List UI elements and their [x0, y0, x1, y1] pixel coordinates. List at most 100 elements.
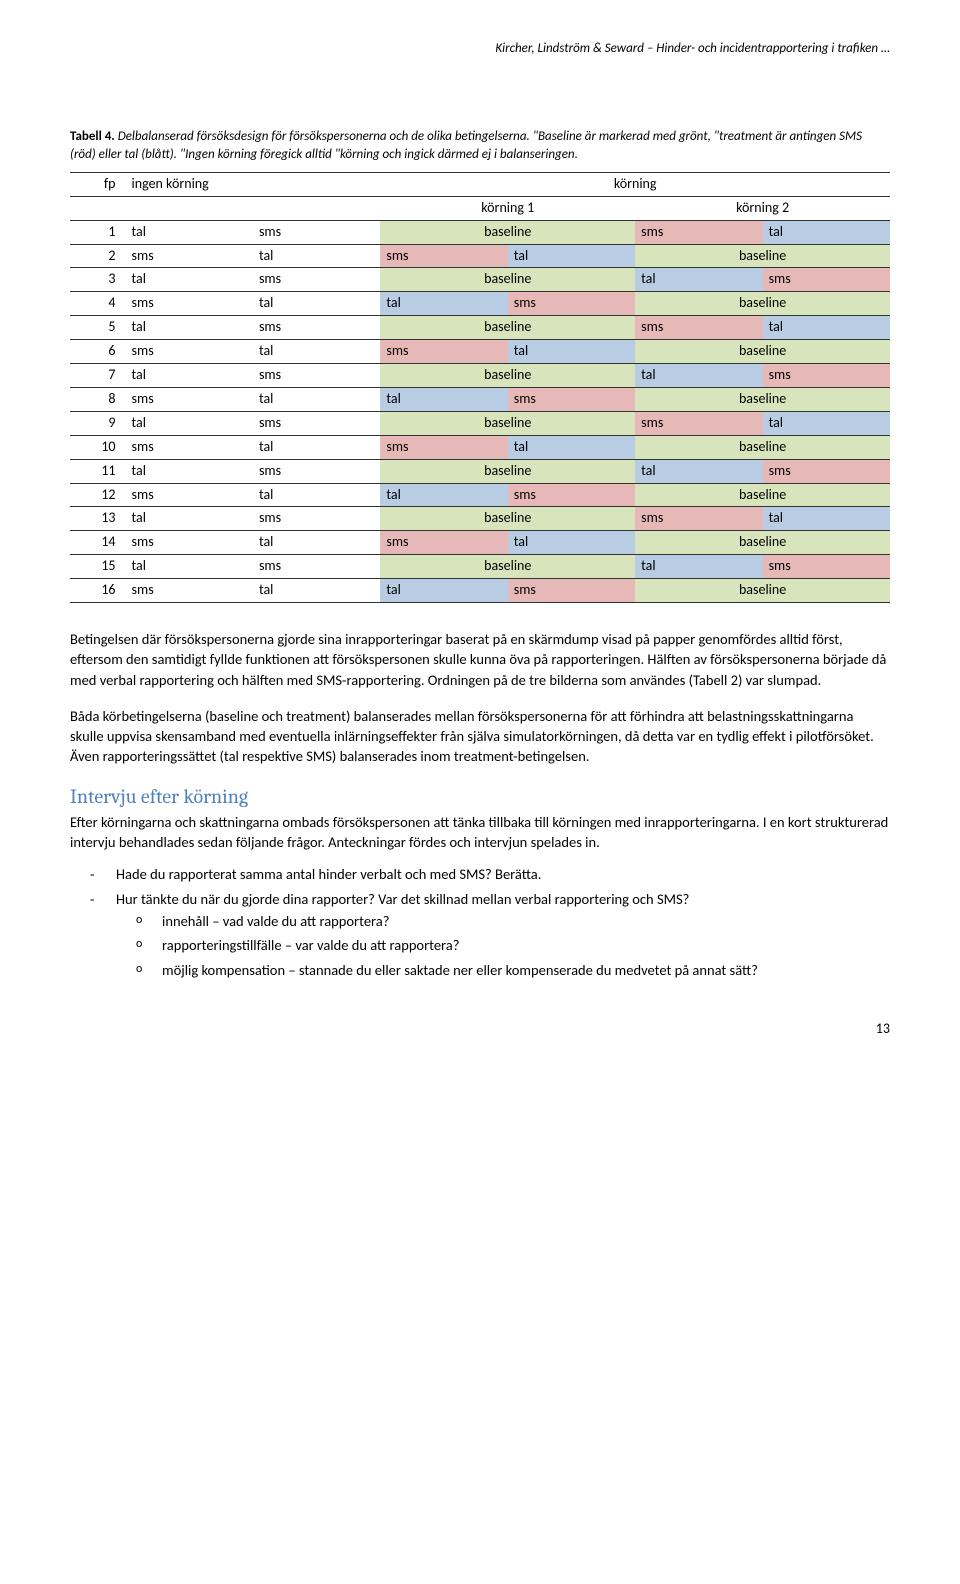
- row-num: 7: [70, 364, 126, 388]
- cell: sms: [126, 435, 253, 459]
- paragraph: Båda körbetingelserna (baseline och trea…: [70, 706, 890, 767]
- cell: tal: [635, 555, 762, 579]
- cell: sms: [126, 483, 253, 507]
- row-num: 2: [70, 244, 126, 268]
- row-num: 5: [70, 316, 126, 340]
- row-num: 4: [70, 292, 126, 316]
- table-row: 3talsmsbaselinetalsms: [70, 268, 890, 292]
- cell: sms: [635, 507, 762, 531]
- cell: sms: [763, 555, 890, 579]
- table-row: 1talsmsbaselinesmstal: [70, 220, 890, 244]
- cell-baseline: baseline: [635, 387, 890, 411]
- cell: sms: [126, 340, 253, 364]
- cell: tal: [635, 364, 762, 388]
- table-row: 12smstaltalsmsbaseline: [70, 483, 890, 507]
- cell: sms: [253, 268, 380, 292]
- cell: sms: [763, 459, 890, 483]
- cell: sms: [508, 579, 635, 603]
- cell: sms: [508, 483, 635, 507]
- cell: tal: [253, 435, 380, 459]
- cell-baseline: baseline: [380, 411, 635, 435]
- col-blank: [126, 196, 253, 220]
- cell-baseline: baseline: [635, 340, 890, 364]
- cell: sms: [253, 555, 380, 579]
- cell-baseline: baseline: [380, 364, 635, 388]
- row-num: 9: [70, 411, 126, 435]
- row-num: 3: [70, 268, 126, 292]
- cell: tal: [253, 483, 380, 507]
- table-row: 15talsmsbaselinetalsms: [70, 555, 890, 579]
- cell: tal: [380, 579, 507, 603]
- cell: sms: [635, 220, 762, 244]
- row-num: 6: [70, 340, 126, 364]
- cell: sms: [635, 411, 762, 435]
- design-table: fp ingen körning körning körning 1 körni…: [70, 172, 890, 603]
- cell-baseline: baseline: [380, 555, 635, 579]
- caption-body: Delbalanserad försöksdesign för försöksp…: [70, 129, 862, 162]
- list-item: möjlig kompensation – stannade du eller …: [162, 960, 890, 980]
- running-header: Kircher, Lindström & Seward – Hinder- oc…: [70, 40, 890, 58]
- cell-baseline: baseline: [635, 435, 890, 459]
- cell: tal: [508, 340, 635, 364]
- row-num: 13: [70, 507, 126, 531]
- cell-baseline: baseline: [635, 531, 890, 555]
- table-row: 4smstaltalsmsbaseline: [70, 292, 890, 316]
- cell: tal: [635, 268, 762, 292]
- cell: sms: [126, 579, 253, 603]
- cell: tal: [380, 387, 507, 411]
- cell: sms: [763, 268, 890, 292]
- cell: tal: [763, 507, 890, 531]
- cell-baseline: baseline: [635, 292, 890, 316]
- cell-baseline: baseline: [380, 220, 635, 244]
- col-nokor: ingen körning: [126, 172, 381, 196]
- table-row: 2smstalsmstalbaseline: [70, 244, 890, 268]
- cell: sms: [380, 244, 507, 268]
- row-num: 10: [70, 435, 126, 459]
- cell: sms: [763, 364, 890, 388]
- cell: tal: [126, 316, 253, 340]
- paragraph: Betingelsen där försökspersonerna gjorde…: [70, 629, 890, 690]
- cell: tal: [126, 507, 253, 531]
- cell-baseline: baseline: [635, 579, 890, 603]
- cell-baseline: baseline: [635, 483, 890, 507]
- cell-baseline: baseline: [635, 244, 890, 268]
- table-row: 6smstalsmstalbaseline: [70, 340, 890, 364]
- cell: tal: [508, 531, 635, 555]
- cell: tal: [126, 555, 253, 579]
- cell: sms: [253, 316, 380, 340]
- row-num: 1: [70, 220, 126, 244]
- cell-baseline: baseline: [380, 459, 635, 483]
- cell: sms: [253, 220, 380, 244]
- paragraph: Efter körningarna och skattningarna omba…: [70, 812, 890, 853]
- cell: tal: [253, 531, 380, 555]
- bullet-list: Hade du rapporterat samma antal hinder v…: [70, 864, 890, 979]
- table-row: 9talsmsbaselinesmstal: [70, 411, 890, 435]
- table-row: 14smstalsmstalbaseline: [70, 531, 890, 555]
- cell: sms: [126, 531, 253, 555]
- cell-baseline: baseline: [380, 316, 635, 340]
- caption-lead: Tabell 4.: [70, 129, 118, 144]
- table-row: 7talsmsbaselinetalsms: [70, 364, 890, 388]
- cell: sms: [380, 435, 507, 459]
- cell: tal: [763, 411, 890, 435]
- col-k1: körning 1: [380, 196, 635, 220]
- row-num: 12: [70, 483, 126, 507]
- cell: sms: [126, 387, 253, 411]
- cell: sms: [253, 364, 380, 388]
- cell: sms: [635, 316, 762, 340]
- list-item: Hur tänkte du när du gjorde dina rapport…: [116, 889, 890, 980]
- table-header-row-2: körning 1 körning 2: [70, 196, 890, 220]
- cell: tal: [126, 459, 253, 483]
- sub-bullet-list: innehåll – vad valde du att rapportera? …: [116, 911, 890, 980]
- cell: sms: [126, 292, 253, 316]
- cell: tal: [126, 268, 253, 292]
- cell: sms: [380, 531, 507, 555]
- row-num: 15: [70, 555, 126, 579]
- cell: sms: [380, 340, 507, 364]
- table-caption: Tabell 4. Delbalanserad försöksdesign fö…: [70, 128, 890, 164]
- col-kor: körning: [380, 172, 890, 196]
- table-row: 8smstaltalsmsbaseline: [70, 387, 890, 411]
- table-row: 16smstaltalsmsbaseline: [70, 579, 890, 603]
- cell: tal: [126, 411, 253, 435]
- cell: sms: [253, 459, 380, 483]
